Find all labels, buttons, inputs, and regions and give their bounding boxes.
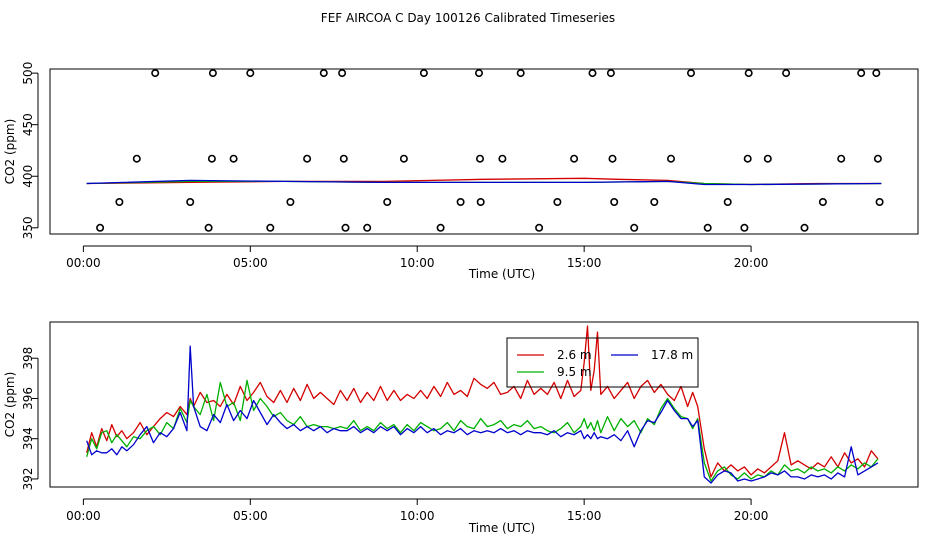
data-point [229,154,238,163]
x-axis-label: Time (UTC) [468,521,535,535]
data-point [686,69,695,78]
data-point [319,69,328,78]
data-point [419,69,428,78]
series-line-2 [86,179,882,186]
data-point [857,69,866,78]
data-point [630,223,639,232]
x-axis-label: Time (UTC) [468,267,535,281]
data-point [744,69,753,78]
data-point [339,154,348,163]
data-point [151,69,160,78]
data-point [782,69,791,78]
data-point [96,223,105,232]
data-point [115,198,124,207]
plot-frame [49,68,919,235]
data-point [132,154,141,163]
data-point [383,198,392,207]
data-point [743,154,752,163]
legend-label: 2.6 m [557,348,592,362]
legend-label: 9.5 m [557,365,592,379]
panel-bottom-lines: 00:00 05:00 10:00 15:00 20:00 Time (UTC) 392 39… [3,321,919,535]
data-point [204,223,213,232]
data-point [608,154,617,163]
data-point [872,69,881,78]
plot-area [86,325,879,484]
data-point [363,223,372,232]
y-tick-label: 450 [21,113,35,136]
data-point [818,198,827,207]
plot-frame [49,321,919,488]
data-point [763,154,772,163]
data-point [399,154,408,163]
data-point [436,223,445,232]
y-axis-label: CO2 (ppm) [3,119,17,185]
legend-label: 17.8 m [651,348,693,362]
x-tick-label: 00:00 [66,256,101,270]
data-point [303,154,312,163]
data-point [570,154,579,163]
data-point [456,198,465,207]
data-point [837,154,846,163]
series-line-0 [86,325,879,478]
data-point [476,198,485,207]
data-point [873,154,882,163]
data-point [553,198,562,207]
x-tick-label: 00:00 [66,509,101,523]
y-axis-label: CO2 (ppm) [3,372,17,438]
data-point [723,198,732,207]
y-tick-label: 398 [21,347,35,370]
data-point [246,69,255,78]
data-point [610,198,619,207]
y-tick-label: 350 [21,216,35,239]
data-point [666,154,675,163]
data-point [650,198,659,207]
panel-top-scatter: 00:00 05:00 10:00 15:00 20:00 Time (UTC) 350 40… [3,62,919,281]
data-point [703,223,712,232]
y-tick-label: 392 [21,467,35,490]
x-tick-label: 20:00 [734,509,769,523]
series-line-1 [86,379,879,482]
y-tick-label: 500 [21,62,35,85]
data-point [286,198,295,207]
data-point [875,198,884,207]
data-point [475,154,484,163]
data-point [341,223,350,232]
x-tick-label: 05:00 [233,509,268,523]
data-point [800,223,809,232]
data-point [474,69,483,78]
data-point [266,223,275,232]
legend-box [506,337,699,388]
data-point [516,69,525,78]
x-tick-label: 10:00 [400,256,435,270]
x-tick-label: 10:00 [400,509,435,523]
x-tick-label: 05:00 [233,256,268,270]
x-tick-label: 15:00 [567,256,602,270]
data-point [338,69,347,78]
x-tick-label: 15:00 [567,509,602,523]
data-point [588,69,597,78]
x-tick-label: 20:00 [734,256,769,270]
chart-title: FEF AIRCOA C Day 100126 Calibrated Times… [321,11,615,25]
data-point [535,223,544,232]
plot-area [86,69,884,232]
data-point [606,69,615,78]
y-tick-label: 394 [21,427,35,450]
y-tick-label: 400 [21,165,35,188]
series-line-2 [86,345,879,484]
data-point [208,69,217,78]
legend: 2.6 m 9.5 m 17.8 m [506,337,699,388]
y-tick-label: 396 [21,387,35,410]
data-point [498,154,507,163]
data-point [207,154,216,163]
data-point [740,223,749,232]
data-point [186,198,195,207]
